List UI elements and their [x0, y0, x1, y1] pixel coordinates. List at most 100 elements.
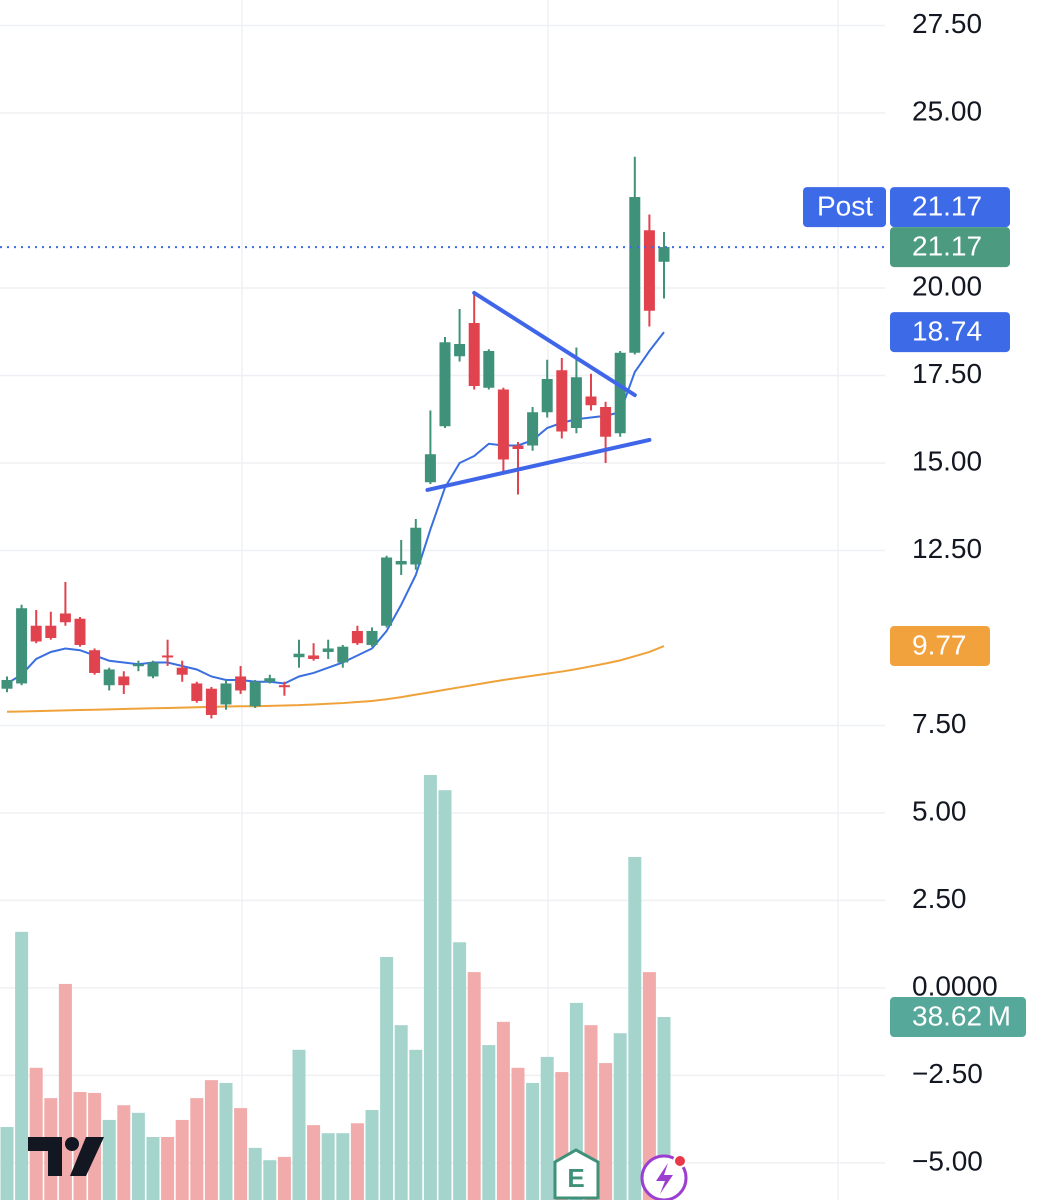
volume-bar — [161, 1136, 175, 1200]
candle-body — [410, 527, 422, 565]
candle-body — [278, 685, 290, 688]
volume — [0, 775, 671, 1200]
candle-body — [132, 664, 144, 667]
volume-bar — [29, 1067, 43, 1200]
candle-body — [235, 676, 247, 691]
candle-body — [308, 655, 320, 659]
volume-bar — [467, 972, 481, 1200]
price-axis: 27.50 25.00 20.00 17.50 15.00 12.50 7.50 5.00 2.… — [912, 8, 998, 1176]
y-tick-label: 20.00 — [912, 270, 982, 301]
price-badge-label: 21.17 — [912, 190, 982, 221]
earnings-label: E — [567, 1163, 584, 1193]
volume-bar — [102, 1119, 116, 1200]
volume-bar — [496, 1021, 510, 1200]
trendline — [472, 290, 637, 398]
candle-body — [176, 667, 188, 675]
volume-bar — [204, 1080, 218, 1200]
candle-body — [600, 406, 612, 437]
volume-bar — [175, 1119, 189, 1200]
candle-body — [556, 370, 568, 432]
price-badge-label: 38.62 M — [912, 1000, 1011, 1031]
volume-bar — [234, 1108, 248, 1200]
price-badge — [890, 626, 990, 667]
price-badge-label: 21.17 — [912, 230, 982, 261]
candle-body — [454, 344, 466, 357]
moving-averages — [6, 331, 665, 713]
candle-body — [89, 650, 101, 673]
price-badge — [890, 312, 1010, 353]
earnings-shape — [553, 1148, 600, 1200]
volume-bar — [613, 1033, 627, 1200]
candle-body — [483, 351, 495, 388]
price-badge — [890, 997, 1026, 1038]
volume-bar — [321, 1133, 335, 1200]
logo-part — [70, 1137, 104, 1176]
candle-body — [103, 669, 115, 686]
candle-body — [351, 630, 363, 644]
price-badge-label: 18.74 — [912, 315, 982, 346]
y-tick-label: 0.0000 — [912, 970, 998, 1001]
candle-body — [366, 630, 378, 645]
candle-body — [118, 676, 130, 686]
volume-bar — [526, 1082, 540, 1200]
y-tick-label: 15.00 — [912, 445, 982, 476]
events-dot — [673, 1154, 687, 1168]
candle-body — [468, 323, 480, 387]
volume-bar — [0, 1127, 14, 1200]
volume-bar — [131, 1112, 145, 1200]
volume-bar — [307, 1125, 321, 1200]
candle-body — [643, 230, 655, 311]
volume-bar — [657, 1017, 671, 1200]
trendlines — [0, 246, 885, 492]
trendline — [425, 437, 652, 492]
logo[interactable] — [28, 1137, 104, 1176]
events-badge[interactable] — [640, 1154, 688, 1200]
volume-bar — [365, 1109, 379, 1200]
volume-bar — [277, 1156, 291, 1200]
y-tick-label: 2.50 — [912, 883, 967, 914]
earnings-badge[interactable]: E — [553, 1148, 600, 1200]
candle-body — [629, 197, 641, 353]
post-tag — [803, 187, 886, 228]
candle-body — [205, 688, 217, 715]
candle-body — [395, 560, 407, 565]
candle-body — [147, 662, 159, 677]
volume-bar — [263, 1160, 277, 1200]
candle-body — [249, 681, 261, 707]
volume-bar — [380, 956, 394, 1200]
candles — [1, 156, 670, 719]
candle-body — [162, 655, 174, 658]
volume-bar — [117, 1105, 131, 1200]
volume-bar — [453, 942, 467, 1200]
candle-body — [381, 557, 393, 626]
volume-bar — [599, 1063, 613, 1200]
candle-body — [439, 342, 451, 427]
volume-bar — [248, 1147, 262, 1200]
candle-body — [16, 608, 28, 684]
candle-body — [45, 625, 57, 638]
candle-body — [424, 454, 436, 483]
candle-body — [264, 678, 276, 682]
candle-body — [527, 412, 539, 446]
events-icon — [656, 1163, 673, 1194]
volume-bar — [146, 1136, 160, 1200]
volume-bar — [482, 1045, 496, 1200]
price-badge — [890, 187, 1010, 228]
y-tick-label: 5.00 — [912, 795, 967, 826]
volume-bar — [642, 972, 656, 1200]
volume-bar — [423, 775, 437, 1200]
y-tick-label: 7.50 — [912, 708, 967, 739]
candle-body — [220, 683, 232, 705]
candle-body — [191, 683, 203, 701]
y-tick-label: −2.50 — [912, 1058, 983, 1089]
volume-bar — [336, 1133, 350, 1200]
volume-bar — [511, 1067, 525, 1200]
logo-part — [65, 1137, 79, 1151]
price-badge — [890, 227, 1010, 268]
y-tick-label: 27.50 — [912, 8, 982, 39]
candle-body — [512, 445, 524, 449]
candle-body — [614, 352, 626, 434]
candle-body — [322, 648, 334, 652]
volume-bar — [628, 856, 642, 1200]
